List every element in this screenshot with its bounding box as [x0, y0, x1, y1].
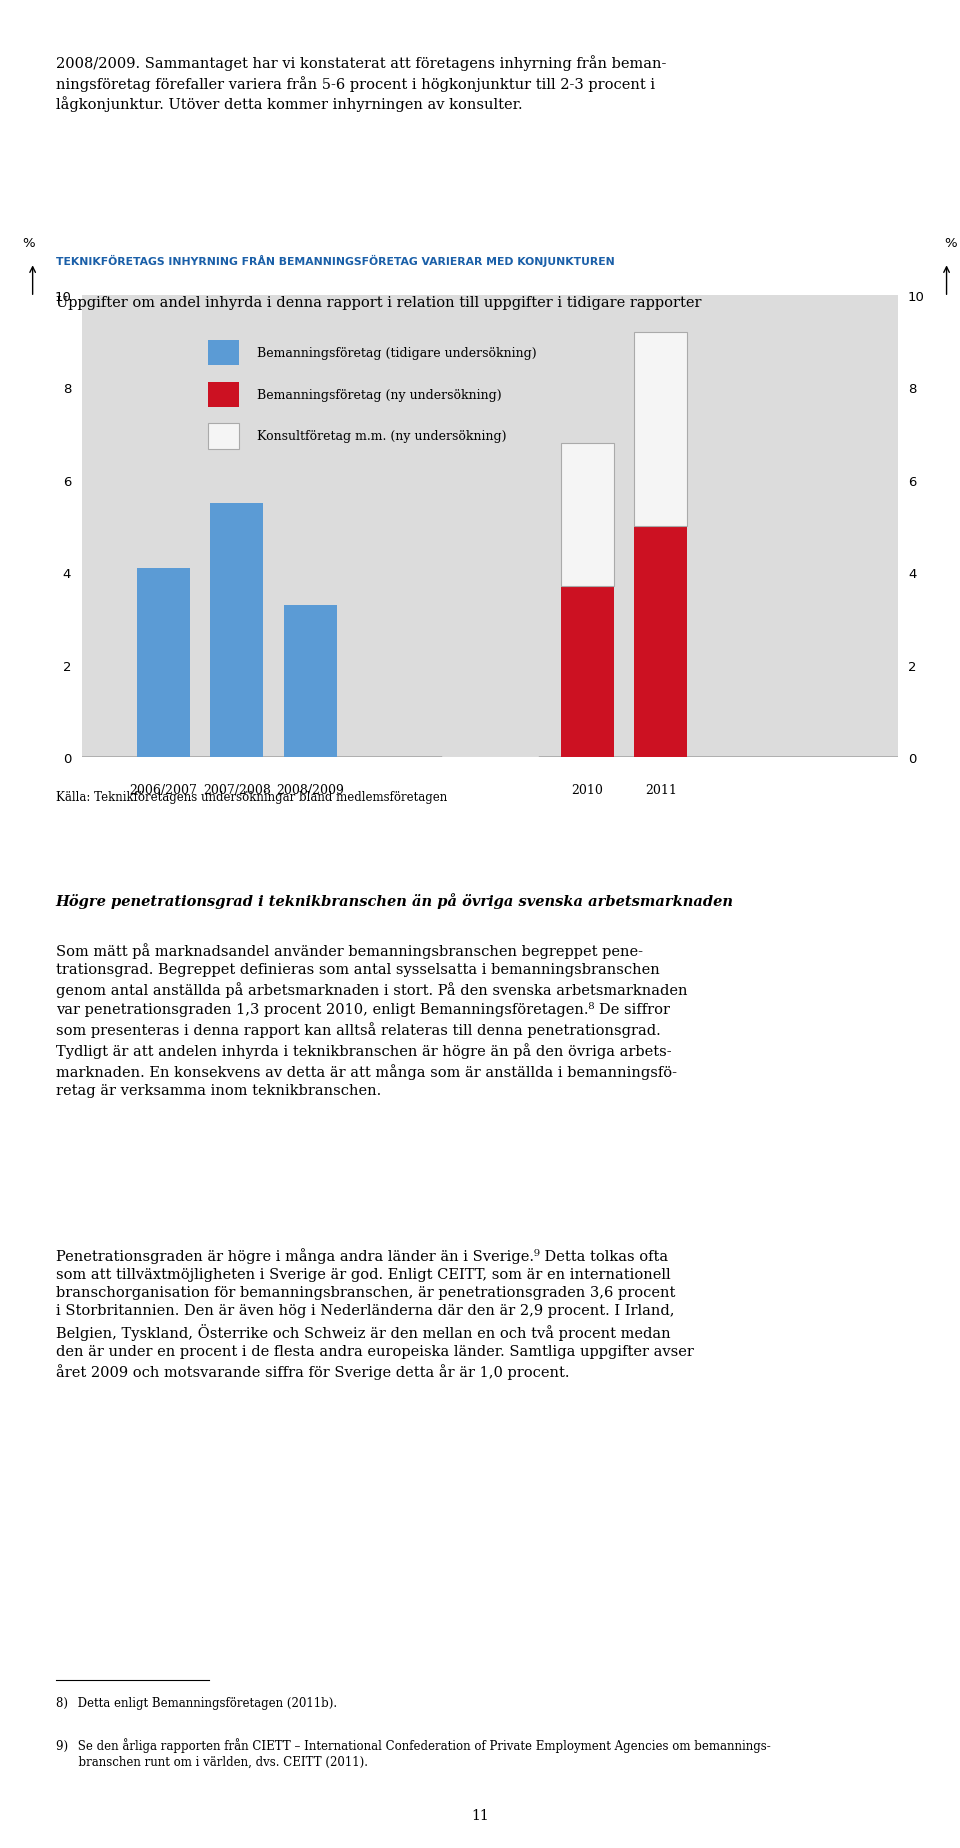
Bar — [208, 383, 239, 408]
Bar — [210, 505, 263, 758]
Text: TEKNIKFÖRETAGS INHYRNING FRÅN BEMANNINGSFÖRETAG VARIERAR MED KONJUNKTUREN: TEKNIKFÖRETAGS INHYRNING FRÅN BEMANNINGS… — [56, 255, 614, 268]
Text: %: % — [22, 237, 35, 249]
Text: Konsultföretag m.m. (ny undersökning): Konsultföretag m.m. (ny undersökning) — [257, 431, 507, 444]
Text: 2010: 2010 — [571, 784, 604, 796]
Bar — [136, 569, 190, 758]
Text: 2007/2008: 2007/2008 — [203, 784, 271, 796]
Bar — [635, 527, 687, 758]
Text: 2008/2009. Sammantaget har vi konstaterat att företagens inhyrning från beman-
n: 2008/2009. Sammantaget har vi konstatera… — [56, 55, 666, 113]
Text: Högre penetrationsgrad i teknikbranschen än på övriga svenska arbetsmarknaden: Högre penetrationsgrad i teknikbranschen… — [56, 893, 733, 909]
Text: Penetrationsgraden är högre i många andra länder än i Sverige.⁹ Detta tolkas oft: Penetrationsgraden är högre i många andr… — [56, 1247, 693, 1379]
Bar — [283, 606, 337, 758]
Text: 11: 11 — [471, 1807, 489, 1822]
Bar — [561, 444, 614, 588]
Text: 2011: 2011 — [645, 784, 677, 796]
Text: Bemanningsföretag (tidigare undersökning): Bemanningsföretag (tidigare undersökning… — [257, 347, 537, 360]
Bar — [635, 333, 687, 527]
Text: 2008/2009: 2008/2009 — [276, 784, 344, 796]
Text: Som mätt på marknadsandel använder bemanningsbranschen begreppet pene-
trationsg: Som mätt på marknadsandel använder beman… — [56, 942, 687, 1098]
Text: Uppgifter om andel inhyrda i denna rapport i relation till uppgifter i tidigare : Uppgifter om andel inhyrda i denna rappo… — [56, 296, 701, 310]
Text: %: % — [945, 237, 957, 249]
Text: Källa: Teknikföretagens undersökningar bland medlemsföretagen: Källa: Teknikföretagens undersökningar b… — [56, 791, 447, 804]
Bar — [208, 423, 239, 449]
Bar — [208, 340, 239, 366]
Text: 2006/2007: 2006/2007 — [130, 784, 197, 796]
Text: 9)  Se den årliga rapporten från CIETT – International Confederation of Private : 9) Se den årliga rapporten från CIETT – … — [56, 1737, 771, 1769]
Text: Bemanningsföretag (ny undersökning): Bemanningsföretag (ny undersökning) — [257, 388, 502, 401]
Text: 8)  Detta enligt Bemanningsföretagen (2011b).: 8) Detta enligt Bemanningsföretagen (201… — [56, 1696, 337, 1709]
Bar — [561, 588, 614, 758]
